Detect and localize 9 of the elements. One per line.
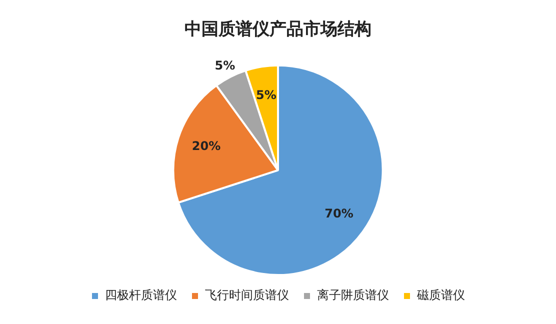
- legend-label: 四极杆质谱仪: [105, 288, 177, 302]
- chart-title: 中国质谱仪产品市场结构: [184, 20, 372, 40]
- legend-label: 磁质谱仪: [416, 288, 465, 302]
- data-label: 5%: [214, 58, 236, 72]
- data-label: 5%: [256, 88, 276, 102]
- data-label: 70%: [324, 206, 354, 221]
- legend-label: 飞行时间质谱仪: [205, 288, 289, 302]
- data-label: 20%: [192, 139, 221, 154]
- legend-label: 离子阱质谱仪: [317, 288, 389, 302]
